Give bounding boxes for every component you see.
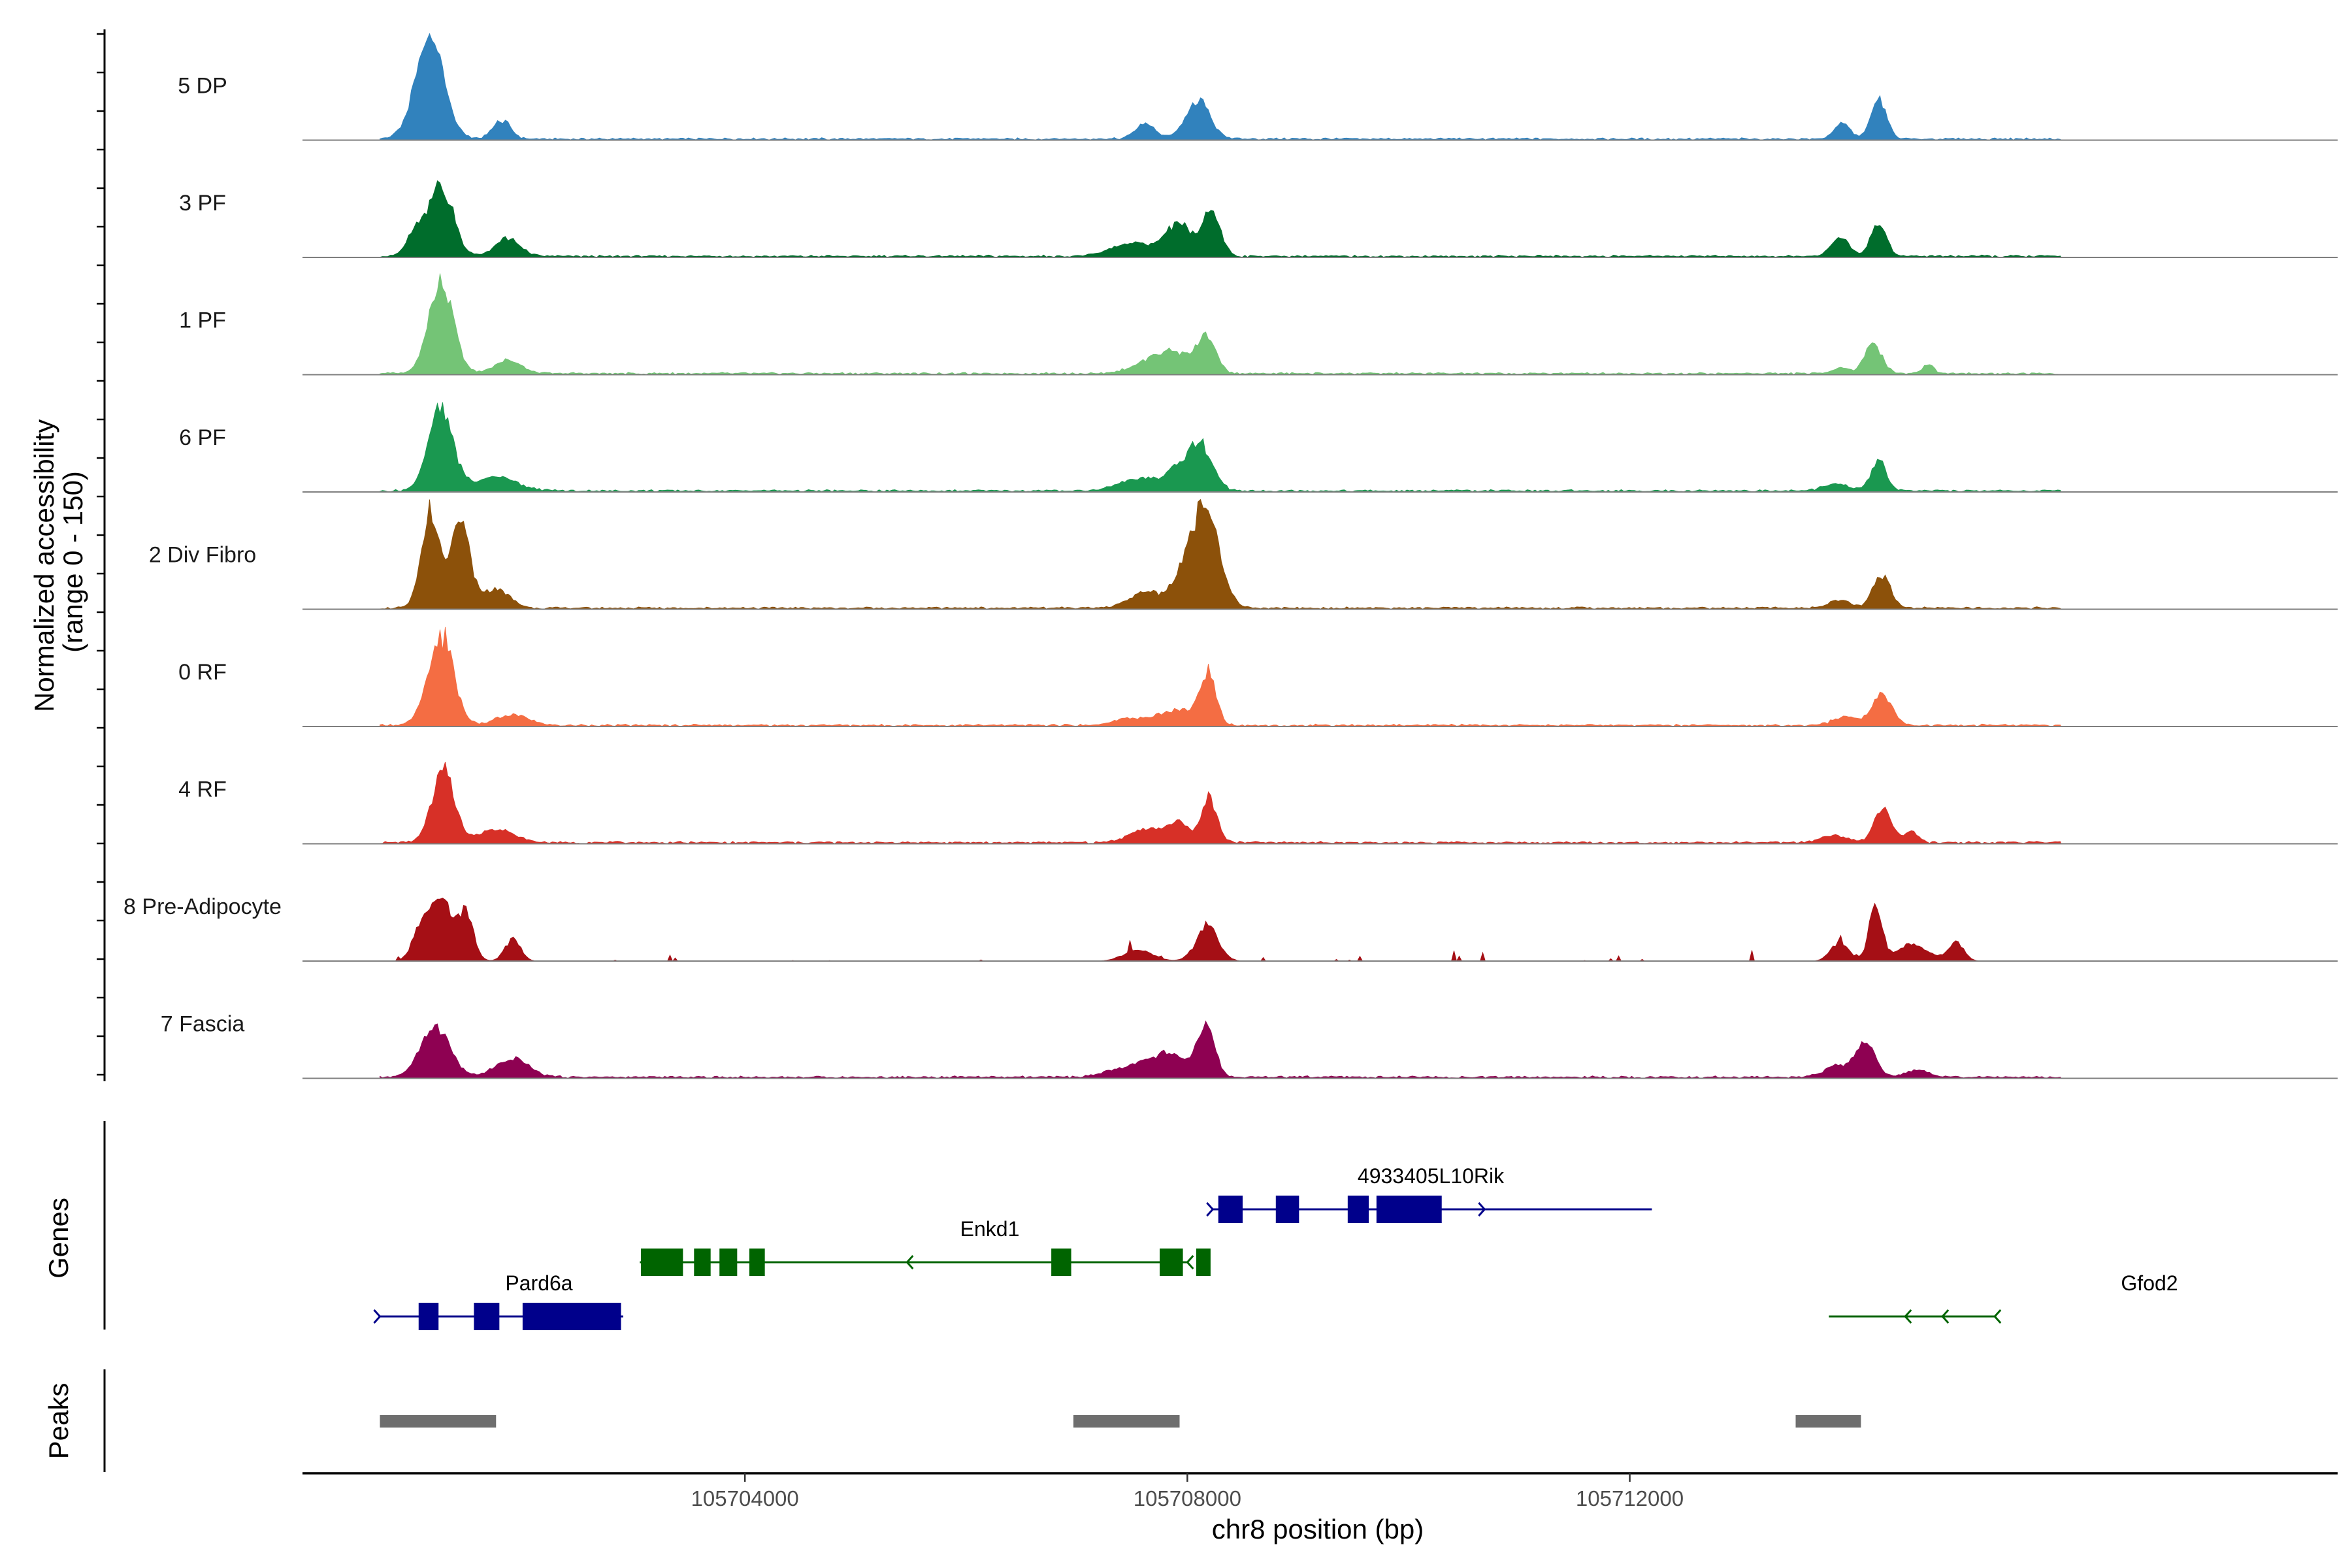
coverage-track: 1 PF (179, 273, 2338, 376)
coverage-track: 8 Pre-Adipocyte (123, 894, 2338, 962)
x-axis: 105704000 105708000 105712000 (302, 1472, 2338, 1511)
gene-label: 4933405L10Rik (1358, 1164, 1505, 1188)
strand-arrow (1904, 1309, 1912, 1324)
coverage-track: 6 PF (179, 402, 2338, 493)
coverage-tracks: 5 DP 3 PF 1 PF 6 PF 2 Div Fibro 0 RF 4 RF 8 Pre… (123, 33, 2338, 1079)
track-label: 8 Pre-Adipocyte (123, 894, 282, 919)
x-tick-label: 105712000 (1576, 1486, 1684, 1511)
gene-exon (418, 1303, 439, 1330)
gene-exon (1160, 1249, 1183, 1276)
gene-model: Pard6a (373, 1271, 623, 1330)
coverage-area (380, 33, 2062, 140)
coverage-track: 7 Fascia (161, 1012, 2338, 1079)
strand-arrow (1941, 1309, 1950, 1324)
y-axis-title-line-2: (range 0 - 150) (57, 471, 88, 653)
coverage-track: 3 PF (179, 180, 2338, 258)
coverage-track: 0 RF (178, 627, 2338, 727)
track-label: 1 PF (179, 308, 226, 333)
coverage-area (380, 898, 2061, 962)
coverage-area (380, 402, 2062, 493)
coverage-track: 5 DP (178, 33, 2338, 141)
gene-label: Pard6a (505, 1271, 572, 1295)
x-tick-label: 105708000 (1134, 1486, 1241, 1511)
left-axes (97, 29, 106, 1472)
track-label: 4 RF (178, 777, 227, 802)
peak-region (380, 1415, 497, 1428)
y-axis-title-line-1: Normalized accessibility (29, 419, 59, 712)
coverage-area (380, 498, 2062, 610)
gene-exon (641, 1249, 683, 1276)
coverage-area (380, 762, 2062, 844)
x-axis-title: chr8 position (bp) (1212, 1514, 1424, 1544)
track-label: 6 PF (179, 425, 226, 450)
strand-arrow (373, 1309, 382, 1324)
gene-exon (1218, 1196, 1243, 1223)
strand-arrow (1993, 1309, 2002, 1324)
gene-exon (522, 1303, 621, 1330)
x-tick-label: 105704000 (691, 1486, 799, 1511)
coverage-area (380, 1020, 2062, 1079)
coverage-area (380, 627, 2062, 727)
peak-region (1073, 1415, 1180, 1428)
strand-arrow (1186, 1254, 1194, 1270)
track-label: 0 RF (178, 660, 227, 685)
peaks-track-title: Peaks (43, 1383, 74, 1460)
genes-track-title: Genes (43, 1198, 74, 1279)
gene-exon (1376, 1196, 1442, 1223)
gene-exon (1347, 1196, 1369, 1223)
gene-exon (694, 1249, 711, 1276)
coverage-area (380, 180, 2062, 258)
coverage-track: 2 Div Fibro (149, 498, 2338, 610)
gene-exon (474, 1303, 500, 1330)
gene-exon (1275, 1196, 1299, 1223)
y-axis-title: Normalized accessibility (range 0 - 150) (29, 412, 88, 712)
strand-arrow (1478, 1201, 1486, 1217)
strand-arrow (906, 1254, 914, 1270)
strand-arrow (547, 1309, 555, 1324)
strand-arrow (1206, 1201, 1215, 1217)
track-label: 5 DP (178, 74, 227, 99)
gene-exon (1196, 1249, 1211, 1276)
gene-model: Enkd1 (640, 1217, 1211, 1276)
gene-exon (1051, 1249, 1071, 1276)
gene-exon (719, 1249, 738, 1276)
coverage-track: 4 RF (178, 762, 2338, 845)
track-label: 2 Div Fibro (149, 543, 256, 568)
gene-track: Pard6a Enkd1 4933405L10Rik Gfod2 (373, 1164, 2178, 1330)
gene-model: 4933405L10Rik (1206, 1164, 1652, 1223)
peak-track (380, 1415, 1861, 1428)
gene-exon (749, 1249, 765, 1276)
gene-label: Enkd1 (960, 1217, 1020, 1241)
gene-label: Gfod2 (2121, 1271, 2178, 1295)
coverage-area (380, 273, 2061, 375)
track-label: 7 Fascia (161, 1012, 245, 1037)
track-label: 3 PF (179, 191, 226, 216)
gene-model: Gfod2 (1829, 1271, 2178, 1324)
peak-region (1795, 1415, 1861, 1428)
